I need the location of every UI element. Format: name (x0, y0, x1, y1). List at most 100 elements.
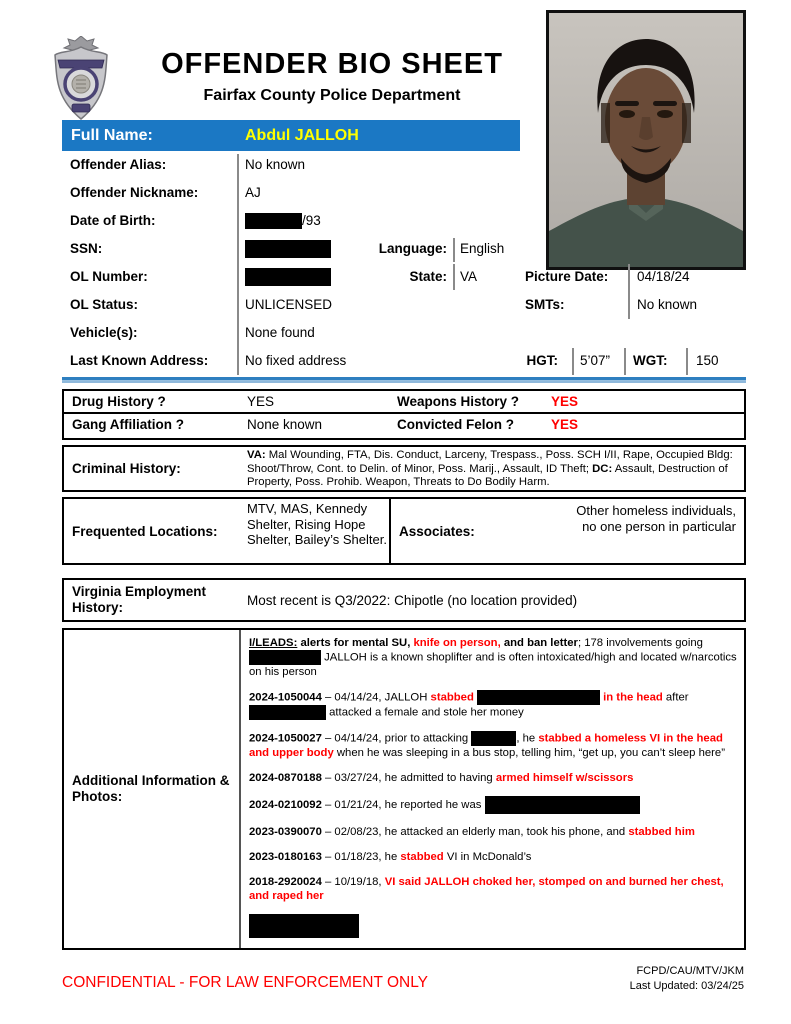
ssn-value (245, 235, 331, 263)
field-row-vehicles: Vehicle(s): None found (62, 319, 746, 347)
footer-org: FCPD/CAU/MTV/JKM (636, 965, 744, 977)
text-segment: knife on person, (413, 637, 501, 649)
redaction-box (471, 731, 517, 746)
hgt-value: 5’07” (580, 353, 611, 368)
full-name-bar: Full Name: Abdul JALLOH (62, 120, 520, 151)
wgt-value: 150 (696, 353, 719, 368)
employment-value: Most recent is Q3/2022: Chipotle (no loc… (247, 592, 578, 608)
text-segment: – 10/19/18, (321, 876, 385, 888)
nickname-label: Offender Nickname: (70, 185, 199, 200)
associates-label: Associates: (399, 523, 475, 539)
field-row-address: Last Known Address: No fixed address HGT… (62, 347, 746, 375)
text-segment: ; 178 involvements going (577, 637, 703, 649)
gang-affiliation-label: Gang Affiliation ? (72, 417, 184, 432)
gang-affiliation-value: None known (247, 417, 323, 432)
history-grid: Drug History ? YES Weapons History ? YES… (62, 389, 746, 440)
field-row-nickname: Offender Nickname: AJ (62, 179, 746, 207)
bio-fields: Offender Alias: No known Offender Nickna… (62, 151, 746, 377)
text-segment: alerts for mental SU, (297, 637, 414, 649)
text-segment: stabbed (430, 691, 477, 704)
dob-value: /93 (245, 207, 321, 235)
picture-date-label: Picture Date: (525, 269, 609, 284)
drug-history-value: YES (247, 394, 275, 409)
text-segment: I/LEADS: (249, 637, 298, 649)
police-badge-icon (54, 36, 108, 120)
ol-number-value (245, 263, 331, 291)
text-segment: /93 (302, 213, 321, 228)
employment-label: Virginia Employment History: (72, 584, 207, 615)
text-segment: VI in McDonald’s (443, 851, 532, 863)
address-value: No fixed address (245, 353, 347, 368)
language-divider (453, 238, 455, 262)
associates-value: Other homeless individuals, no one perso… (576, 503, 736, 534)
text-segment: VI said JALLOH choked her, stomped on an… (249, 876, 724, 902)
text-segment: – 01/21/24, he reported he was (321, 798, 485, 811)
additional-paragraph: 2024-0870188 – 03/27/24, he admitted to … (249, 771, 740, 785)
wgt-divider-right (686, 348, 688, 375)
page-subtitle: Fairfax County Police Department (203, 87, 461, 104)
language-value: English (460, 241, 505, 256)
additional-info-box: Additional Information & Photos: I/LEADS… (62, 628, 746, 950)
additional-paragraph: I/LEADS: alerts for mental SU, knife on … (249, 636, 740, 679)
convicted-felon-value: YES (551, 417, 579, 432)
picture-date-divider (628, 264, 630, 291)
redaction-box (476, 690, 600, 705)
state-divider (453, 264, 455, 290)
vehicles-label: Vehicle(s): (70, 325, 138, 340)
text-segment: 2024-0210092 (249, 798, 322, 811)
text-segment: Mal Wounding, FTA, Dis. Conduct, Larceny… (247, 449, 733, 475)
redaction-box (249, 705, 326, 720)
text-segment: armed himself w/scissors (495, 772, 634, 784)
additional-paragraph: 2023-0390070 – 02/08/23, he attacked an … (249, 825, 740, 839)
frequented-locations-value: MTV, MAS, Kennedy Shelter, Rising Hope S… (247, 501, 387, 547)
page-title: OFFENDER BIO SHEET (161, 48, 503, 80)
ol-number-label: OL Number: (70, 269, 148, 284)
text-segment: stabbed him (628, 826, 695, 838)
field-divider (237, 154, 239, 375)
text-segment: and ban letter (500, 637, 578, 649)
picture-date-value: 04/18/24 (637, 269, 690, 284)
text-segment: after (662, 691, 689, 704)
text-segment: 2018-2920024 (249, 876, 322, 888)
additional-paragraph: 2024-1050027 – 04/14/24, prior to attack… (249, 731, 740, 760)
history-row-2: Gang Affiliation ? None known Convicted … (64, 414, 744, 437)
text-segment: DC: (592, 462, 613, 475)
additional-info-content: I/LEADS: alerts for mental SU, knife on … (249, 636, 740, 948)
additional-paragraph: 2018-2920024 – 10/19/18, VI said JALLOH … (249, 875, 740, 903)
alias-value: No known (245, 157, 306, 172)
additional-paragraph: 2024-0210092 – 01/21/24, he reported he … (249, 796, 740, 814)
text-segment: 2023-0390070 (249, 826, 322, 838)
text-segment: JALLOH is a known shoplifter and is ofte… (249, 651, 737, 678)
section-rule (62, 377, 746, 383)
text-segment: attacked a female and stole her money (326, 706, 524, 719)
history-row-1: Drug History ? YES Weapons History ? YES (64, 391, 744, 414)
full-name-value: Abdul JALLOH (245, 127, 359, 144)
text-segment: – 02/08/23, he attacked an elderly man, … (321, 826, 629, 838)
text-segment: – 04/14/24, JALLOH (321, 691, 431, 704)
frequented-locations-box: Frequented Locations: MTV, MAS, Kennedy … (62, 497, 746, 565)
wgt-divider-left (624, 348, 626, 375)
field-row-dob: Date of Birth: /93 (62, 207, 746, 235)
header: OFFENDER BIO SHEET Fairfax County Police… (133, 48, 531, 105)
criminal-history-text: VA: Mal Wounding, FTA, Dis. Conduct, Lar… (247, 449, 738, 490)
mugshot-photo (546, 10, 746, 270)
hgt-divider (572, 348, 574, 375)
vehicles-value: None found (245, 325, 315, 340)
criminal-history-label: Criminal History: (72, 461, 181, 476)
redaction-box (484, 796, 640, 814)
associates-divider (389, 499, 391, 563)
ssn-label: SSN: (70, 241, 103, 256)
state-label: State: (409, 269, 447, 284)
field-row-alias: Offender Alias: No known (62, 151, 746, 179)
text-segment: stabbed a homeless VI in the head and up… (249, 732, 723, 759)
additional-info-label: Additional Information & Photos: (72, 773, 230, 804)
footer-meta: FCPD/CAU/MTV/JKM Last Updated: 03/24/25 (630, 964, 744, 994)
text-segment: 2024-1050027 (249, 732, 322, 745)
wgt-label: WGT: (633, 353, 668, 368)
confidential-notice: CONFIDENTIAL - FOR LAW ENFORCEMENT ONLY (62, 974, 428, 991)
text-segment: Assault, Destruction of Property, Poss. … (247, 462, 728, 489)
text-segment: – 01/18/23, he (321, 851, 401, 863)
dob-label: Date of Birth: (70, 213, 156, 228)
address-label: Last Known Address: (70, 353, 209, 368)
redaction-box (249, 914, 359, 938)
